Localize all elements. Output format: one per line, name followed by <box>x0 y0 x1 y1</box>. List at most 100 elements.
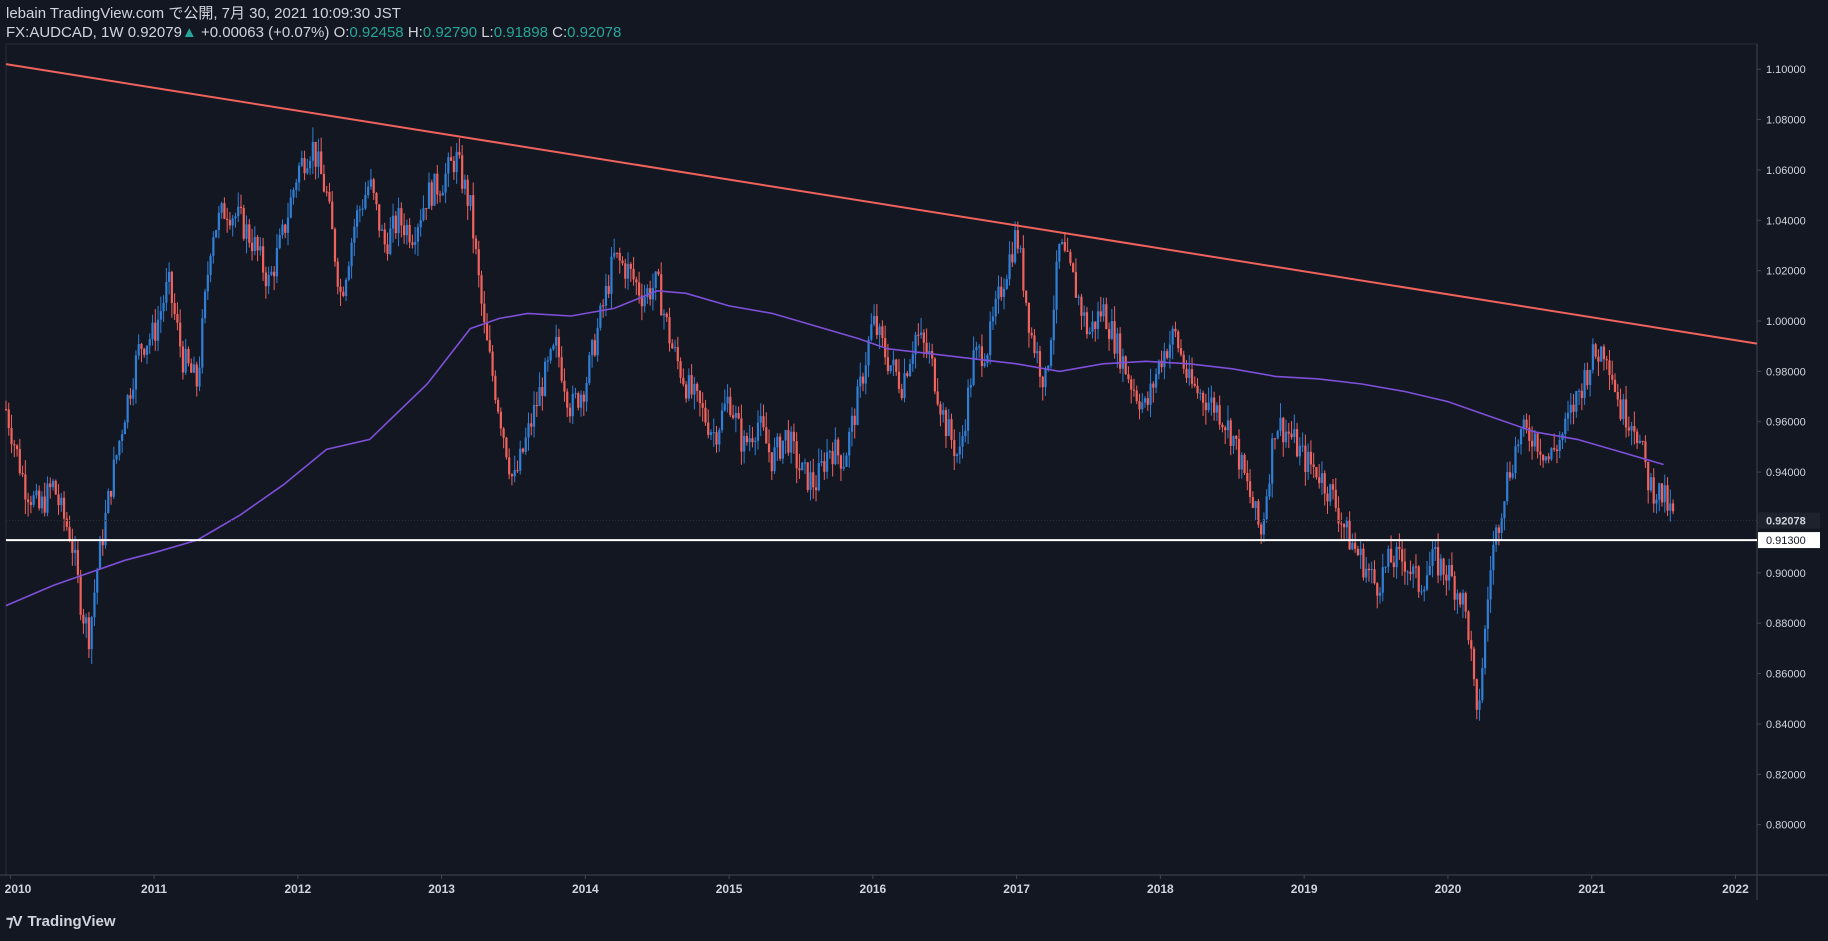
candle-body <box>1630 426 1633 431</box>
candle-body <box>344 279 348 297</box>
candle-body <box>286 217 290 233</box>
candle-body <box>635 279 638 283</box>
candle-body <box>696 383 699 391</box>
candle-body <box>795 441 798 469</box>
candle-body <box>62 497 66 519</box>
candle-body <box>1345 520 1348 528</box>
candle-body <box>458 151 461 156</box>
time-axis[interactable]: 2010 2011 2012 2013 2014 2015 2016 2017 2018 2019… <box>5 875 1749 896</box>
price-tick-label: 1.08000 <box>1766 115 1806 127</box>
candle-body <box>1591 344 1594 370</box>
brand-name: TradingView <box>27 912 116 930</box>
candle-body <box>502 428 505 438</box>
candle-body <box>1166 351 1169 358</box>
candle-body <box>1497 527 1501 533</box>
symbol-label[interactable]: FX:AUDCAD, 1W <box>6 24 124 41</box>
candle-body <box>438 194 442 196</box>
candle-body <box>1215 405 1219 413</box>
candle-body <box>1224 427 1227 431</box>
candle-body <box>1428 565 1431 576</box>
candle-body <box>364 195 367 209</box>
candle-body <box>765 427 768 444</box>
tradingview-logo-icon: ⁊V <box>6 913 23 930</box>
price-tick-label: 0.90000 <box>1766 568 1806 580</box>
candle-body <box>1160 360 1163 368</box>
candle-body <box>303 158 306 174</box>
candle-body <box>1235 435 1238 439</box>
candle-body <box>618 252 621 261</box>
candle-body <box>610 256 613 294</box>
candle-body <box>383 229 386 245</box>
candle-body <box>767 443 771 453</box>
candle-body <box>309 160 312 169</box>
candle-body <box>331 201 334 230</box>
candle-body <box>718 429 721 445</box>
last-price-label: 0.92078 <box>1766 515 1806 527</box>
candle-body <box>632 268 635 280</box>
candle-body <box>1016 230 1019 249</box>
candle-body <box>911 354 914 364</box>
candle-body <box>181 346 185 373</box>
candle-body <box>516 470 519 472</box>
candle-body <box>527 423 530 438</box>
candle-body <box>380 229 384 231</box>
candle-body <box>262 246 265 273</box>
candle-body <box>1423 589 1426 592</box>
candle-body <box>358 209 361 211</box>
candle-body <box>184 348 187 373</box>
tradingview-logo[interactable]: ⁊V TradingView <box>6 912 116 931</box>
candle-body <box>541 387 544 396</box>
candle-body <box>1475 679 1478 710</box>
candle-body <box>1589 369 1592 386</box>
candle-body <box>1517 444 1520 447</box>
candle-body <box>43 496 46 513</box>
low-label: L: <box>481 24 494 41</box>
price-axis[interactable]: 1.10000 1.08000 1.06000 1.04000 1.02000 1.000… <box>1757 64 1820 832</box>
candle-body <box>1315 467 1318 478</box>
candle-body <box>563 380 566 392</box>
candle-body <box>1268 483 1271 497</box>
candle-body <box>1041 376 1044 388</box>
candle-body <box>1622 399 1625 420</box>
candle-body <box>289 197 292 218</box>
candle-body <box>1116 333 1119 354</box>
candle-body <box>1157 360 1160 375</box>
candle-body <box>814 487 818 491</box>
candle-body <box>226 218 229 221</box>
candle-body <box>640 295 643 307</box>
candle-body <box>1196 385 1199 394</box>
candle-body <box>430 182 433 206</box>
candle-body <box>1580 390 1583 399</box>
candle-body <box>145 345 149 355</box>
candle-body <box>602 305 605 307</box>
candle-body <box>690 375 693 395</box>
price-change: +0.00063 (+0.07%) <box>200 24 330 41</box>
candle-body <box>239 206 243 208</box>
candle-body <box>560 357 563 381</box>
candle-body <box>1492 544 1495 571</box>
candle-body <box>143 348 146 355</box>
candle-body <box>1074 272 1078 298</box>
candle-body <box>834 439 837 465</box>
candle-body <box>76 549 79 575</box>
candle-body <box>751 438 754 443</box>
candle-body <box>790 431 793 453</box>
candle-body <box>1445 574 1448 581</box>
candle-body <box>604 285 608 306</box>
candle-body <box>1091 321 1094 332</box>
candle-body <box>1649 477 1653 491</box>
candle-body <box>660 274 663 316</box>
candle-body <box>646 288 649 298</box>
candle-body <box>176 314 179 323</box>
candle-body <box>731 415 735 418</box>
candle-body <box>1530 440 1534 447</box>
price-tick-label: 1.02000 <box>1766 266 1806 278</box>
candle-body <box>1663 485 1666 503</box>
candle-body <box>107 490 110 514</box>
candle-body <box>281 224 284 236</box>
candle-body <box>1135 390 1138 402</box>
candle-body <box>900 388 903 399</box>
candle-body <box>270 271 273 275</box>
candle-body <box>1398 546 1401 550</box>
